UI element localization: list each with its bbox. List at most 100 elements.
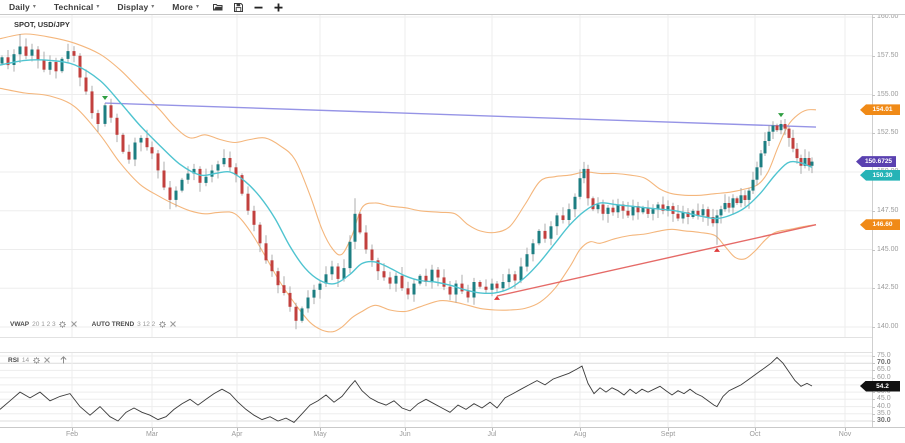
- menu-technical-label: Technical: [53, 2, 94, 12]
- month-tick: [492, 428, 493, 431]
- month-label: Apr: [231, 431, 243, 438]
- rsi-legend-group: RSI 14: [8, 356, 67, 364]
- price-tick-label: 140.00: [877, 323, 899, 330]
- price-tick-label: 147.50: [877, 206, 899, 214]
- price-tick-label: 142.50: [877, 284, 899, 292]
- gear-icon[interactable]: [59, 320, 67, 328]
- month-tick: [405, 428, 406, 431]
- month-label: Jul: [487, 431, 497, 438]
- month-tick: [845, 428, 846, 431]
- rsi-tick: [872, 370, 875, 371]
- price-tick-label: 152.50: [877, 129, 899, 137]
- main-panel-divider: [0, 337, 872, 338]
- symbol-label: SPOT, USD/JPY: [14, 20, 70, 29]
- rsi-tick: [872, 421, 875, 422]
- price-tick-label: 155.00: [877, 90, 899, 98]
- price-tick: [872, 17, 875, 18]
- zoom-in-icon[interactable]: [270, 0, 286, 14]
- price-tick: [872, 94, 875, 96]
- month-tick: [152, 428, 153, 431]
- month-label: Sept: [660, 431, 676, 438]
- rsi-tick: [872, 407, 875, 408]
- menu-technical[interactable]: Technical ▾: [45, 0, 109, 14]
- rsi-tick-label: 65.0: [877, 366, 891, 373]
- month-tick: [668, 428, 669, 431]
- price-tick-label: 145.00: [877, 245, 899, 253]
- vwap-legend-name: VWAP: [10, 320, 30, 328]
- auto-trend-legend: AUTO TREND 3 12 2: [92, 320, 178, 328]
- price-tick: [872, 55, 875, 57]
- month-label: Aug: [573, 431, 587, 438]
- rsi-tick: [872, 399, 875, 400]
- zoom-out-icon[interactable]: [250, 0, 266, 14]
- menu-timeframe-label: Daily: [9, 2, 30, 12]
- upper-band-badge: 154.01: [860, 104, 900, 116]
- close-icon[interactable]: [70, 320, 78, 328]
- month-label: Oct: [749, 431, 761, 438]
- price-tick: [872, 327, 875, 328]
- rsi-legend-name: RSI: [8, 356, 19, 364]
- price-tick: [872, 288, 875, 290]
- rsi-value-badge: 54.2: [860, 380, 900, 392]
- chevron-down-icon: ▾: [196, 4, 200, 10]
- month-tick: [320, 428, 321, 431]
- price-tick-label: 160.00: [877, 13, 899, 20]
- rsi-panel-divider: [0, 352, 872, 353]
- rsi-legend-params: 14: [21, 356, 30, 364]
- main-price-chart[interactable]: [0, 14, 872, 337]
- toolbar: Daily ▾ Technical ▾ Display ▾ More ▾: [0, 0, 905, 15]
- chevron-down-icon: ▾: [32, 4, 36, 10]
- month-tick: [580, 428, 581, 431]
- month-label: Mar: [145, 431, 159, 438]
- rsi-tick: [872, 392, 875, 393]
- price-tick-label: 157.50: [877, 51, 899, 59]
- menu-display[interactable]: Display ▾: [108, 0, 163, 14]
- trend-touch-marker-down: [102, 96, 108, 101]
- trend-touch-marker-down: [778, 113, 784, 118]
- gear-icon[interactable]: [158, 320, 166, 328]
- vwap-legend: VWAP 20 1 2 3: [10, 320, 78, 328]
- month-label: May: [313, 431, 327, 438]
- gear-icon[interactable]: [32, 356, 40, 364]
- save-icon[interactable]: [230, 0, 246, 14]
- rsi-tick: [872, 363, 875, 364]
- trend-touch-marker-up: [714, 247, 720, 252]
- rsi-tick-label: 60.0: [877, 374, 891, 381]
- collapse-panel-arrow-icon[interactable]: [59, 356, 67, 364]
- rsi-tick: [872, 414, 875, 415]
- rsi-legend: RSI 14: [8, 356, 77, 364]
- price-tick: [872, 210, 875, 212]
- price-tick: [872, 133, 875, 135]
- vwap-value-badge: 150.30: [860, 169, 900, 181]
- trend-touch-marker-up: [494, 295, 500, 300]
- auto-trend-legend-name: AUTO TREND: [91, 320, 135, 328]
- rsi-tick: [872, 378, 875, 379]
- month-label: Nov: [838, 431, 852, 438]
- chevron-down-icon: ▾: [96, 4, 100, 10]
- month-label: Jun: [399, 431, 411, 438]
- rsi-tick-label: 30.0: [877, 417, 891, 424]
- rsi-tick-label: 45.0: [877, 395, 891, 402]
- month-tick: [755, 428, 756, 431]
- auto-trend-legend-params: 3 12 2: [137, 320, 156, 328]
- close-icon[interactable]: [43, 356, 51, 364]
- lower-band-badge: 146.60: [860, 219, 900, 231]
- menu-timeframe[interactable]: Daily ▾: [0, 0, 45, 14]
- time-axis[interactable]: Feb Mar Apr May Jun Jul Aug Sept Oct Nov: [0, 427, 905, 443]
- menu-more[interactable]: More ▾: [163, 0, 208, 14]
- rsi-tick-label: 70.0: [877, 359, 891, 366]
- close-icon[interactable]: [169, 320, 177, 328]
- month-tick: [72, 428, 73, 431]
- rsi-tick-label: 35.0: [877, 410, 891, 417]
- open-folder-icon[interactable]: [210, 0, 226, 14]
- rsi-tick: [872, 356, 875, 357]
- chevron-down-icon: ▾: [151, 4, 155, 10]
- menu-more-label: More: [172, 2, 194, 12]
- last-price-badge: 150.6725: [856, 156, 896, 168]
- menu-display-label: Display: [117, 2, 149, 12]
- rsi-tick-label: 40.0: [877, 403, 891, 410]
- vwap-legend-params: 20 1 2 3: [32, 320, 56, 328]
- month-tick: [237, 428, 238, 431]
- rsi-panel-chart[interactable]: [0, 352, 872, 427]
